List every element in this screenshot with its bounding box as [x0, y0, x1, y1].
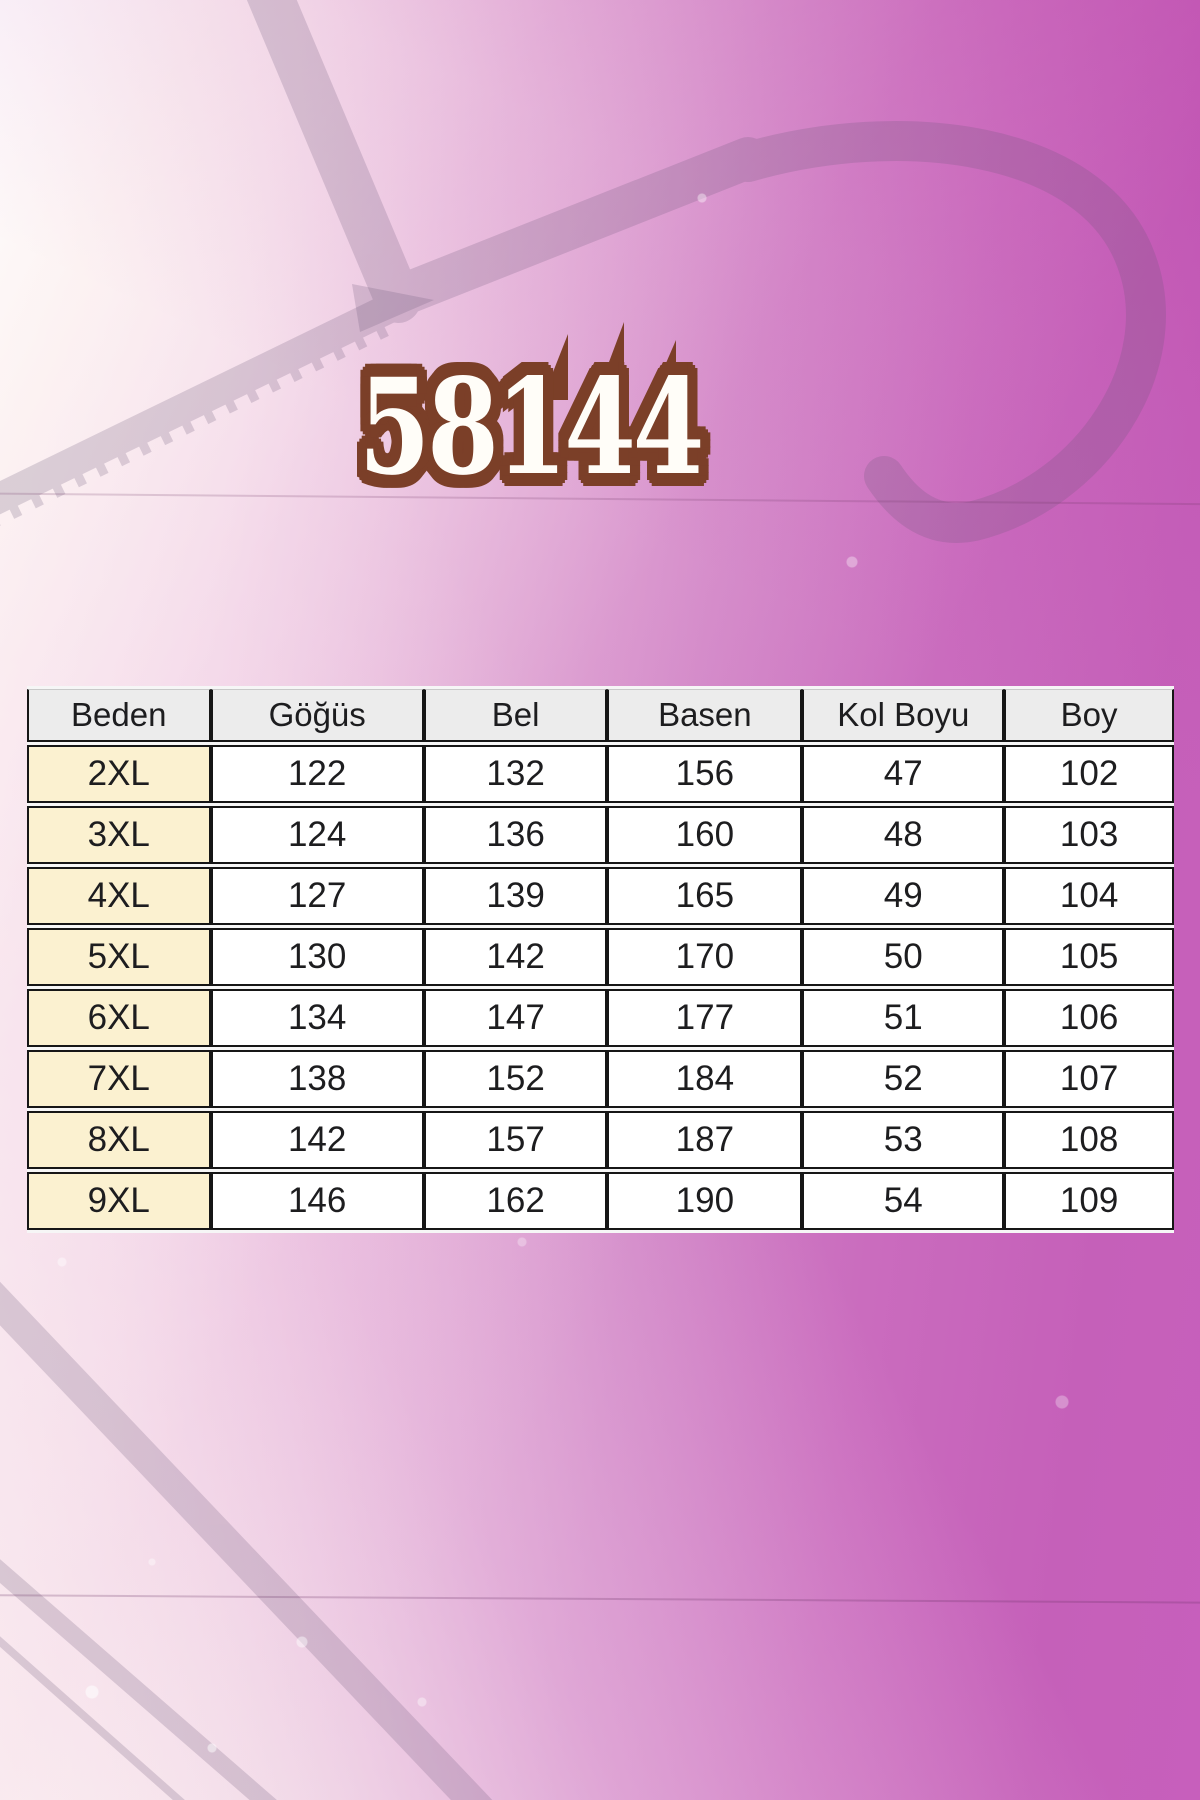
measurement-cell: 127	[210, 867, 424, 925]
measurement-cell: 138	[210, 1050, 424, 1108]
size-row: 8XL 142 157 187 53 108	[27, 1111, 1174, 1169]
measurement-cell: 156	[607, 745, 803, 803]
measurement-cell: 105	[1004, 928, 1174, 986]
measurement-cell: 102	[1004, 745, 1174, 803]
size-row: 3XL 124 136 160 48 103	[27, 806, 1174, 864]
measurement-cell: 103	[1004, 806, 1174, 864]
measurement-cell: 184	[607, 1050, 803, 1108]
product-code-badge: 58144	[350, 322, 710, 508]
product-code-text: 58144	[358, 350, 705, 505]
measurement-cell: 124	[210, 806, 424, 864]
measurement-cell: 109	[1004, 1172, 1174, 1230]
size-row: 4XL 127 139 165 49 104	[27, 867, 1174, 925]
column-header: Kol Boyu	[802, 689, 1005, 742]
size-label-cell: 4XL	[27, 867, 211, 925]
measurement-cell: 170	[607, 928, 803, 986]
size-row: 2XL 122 132 156 47 102	[27, 745, 1174, 803]
size-row: 6XL 134 147 177 51 106	[27, 989, 1174, 1047]
measurement-cell: 48	[802, 806, 1005, 864]
measurement-cell: 146	[210, 1172, 424, 1230]
measurement-cell: 49	[802, 867, 1005, 925]
measurement-cell: 108	[1004, 1111, 1174, 1169]
measurement-cell: 190	[607, 1172, 803, 1230]
size-label-cell: 6XL	[27, 989, 211, 1047]
measurement-cell: 136	[423, 806, 608, 864]
measurement-cell: 52	[802, 1050, 1005, 1108]
size-label-cell: 2XL	[27, 745, 211, 803]
measurement-cell: 104	[1004, 867, 1174, 925]
measurement-cell: 134	[210, 989, 424, 1047]
measurement-cell: 51	[802, 989, 1005, 1047]
measurement-cell: 106	[1004, 989, 1174, 1047]
measurement-cell: 107	[1004, 1050, 1174, 1108]
column-header: Beden	[27, 689, 211, 742]
size-label-cell: 7XL	[27, 1050, 211, 1108]
measurement-cell: 139	[423, 867, 608, 925]
measurement-cell: 157	[423, 1111, 608, 1169]
measurement-cell: 177	[607, 989, 803, 1047]
measurement-cell: 132	[423, 745, 608, 803]
measurement-cell: 54	[802, 1172, 1005, 1230]
measurement-cell: 47	[802, 745, 1005, 803]
measurement-cell: 152	[423, 1050, 608, 1108]
measurement-cell: 187	[607, 1111, 803, 1169]
size-row: 9XL 146 162 190 54 109	[27, 1172, 1174, 1230]
column-header: Göğüs	[210, 689, 424, 742]
size-row: 7XL 138 152 184 52 107	[27, 1050, 1174, 1108]
measurement-cell: 165	[607, 867, 803, 925]
size-table-grid: Beden Göğüs Bel Basen Kol Boyu Boy 2XL 122 132 1…	[27, 686, 1174, 1233]
size-table-header-row: Beden Göğüs Bel Basen Kol Boyu Boy	[27, 689, 1174, 742]
size-label-cell: 3XL	[27, 806, 211, 864]
column-header: Basen	[607, 689, 803, 742]
measurement-cell: 50	[802, 928, 1005, 986]
measurement-cell: 142	[210, 1111, 424, 1169]
size-label-cell: 9XL	[27, 1172, 211, 1230]
measurement-cell: 162	[423, 1172, 608, 1230]
measurement-cell: 142	[423, 928, 608, 986]
size-row: 5XL 130 142 170 50 105	[27, 928, 1174, 986]
column-header: Bel	[423, 689, 608, 742]
size-label-cell: 8XL	[27, 1111, 211, 1169]
measurement-cell: 147	[423, 989, 608, 1047]
measurement-cell: 130	[210, 928, 424, 986]
measurement-cell: 53	[802, 1111, 1005, 1169]
column-header: Boy	[1004, 689, 1174, 742]
size-table: Beden Göğüs Bel Basen Kol Boyu Boy 2XL 122 132 1…	[27, 686, 1174, 1233]
size-table-body: 2XL 122 132 156 47 102 3XL 124 136 160 48 103 4XL 127…	[27, 745, 1174, 1230]
measurement-cell: 122	[210, 745, 424, 803]
measurement-cell: 160	[607, 806, 803, 864]
size-label-cell: 5XL	[27, 928, 211, 986]
